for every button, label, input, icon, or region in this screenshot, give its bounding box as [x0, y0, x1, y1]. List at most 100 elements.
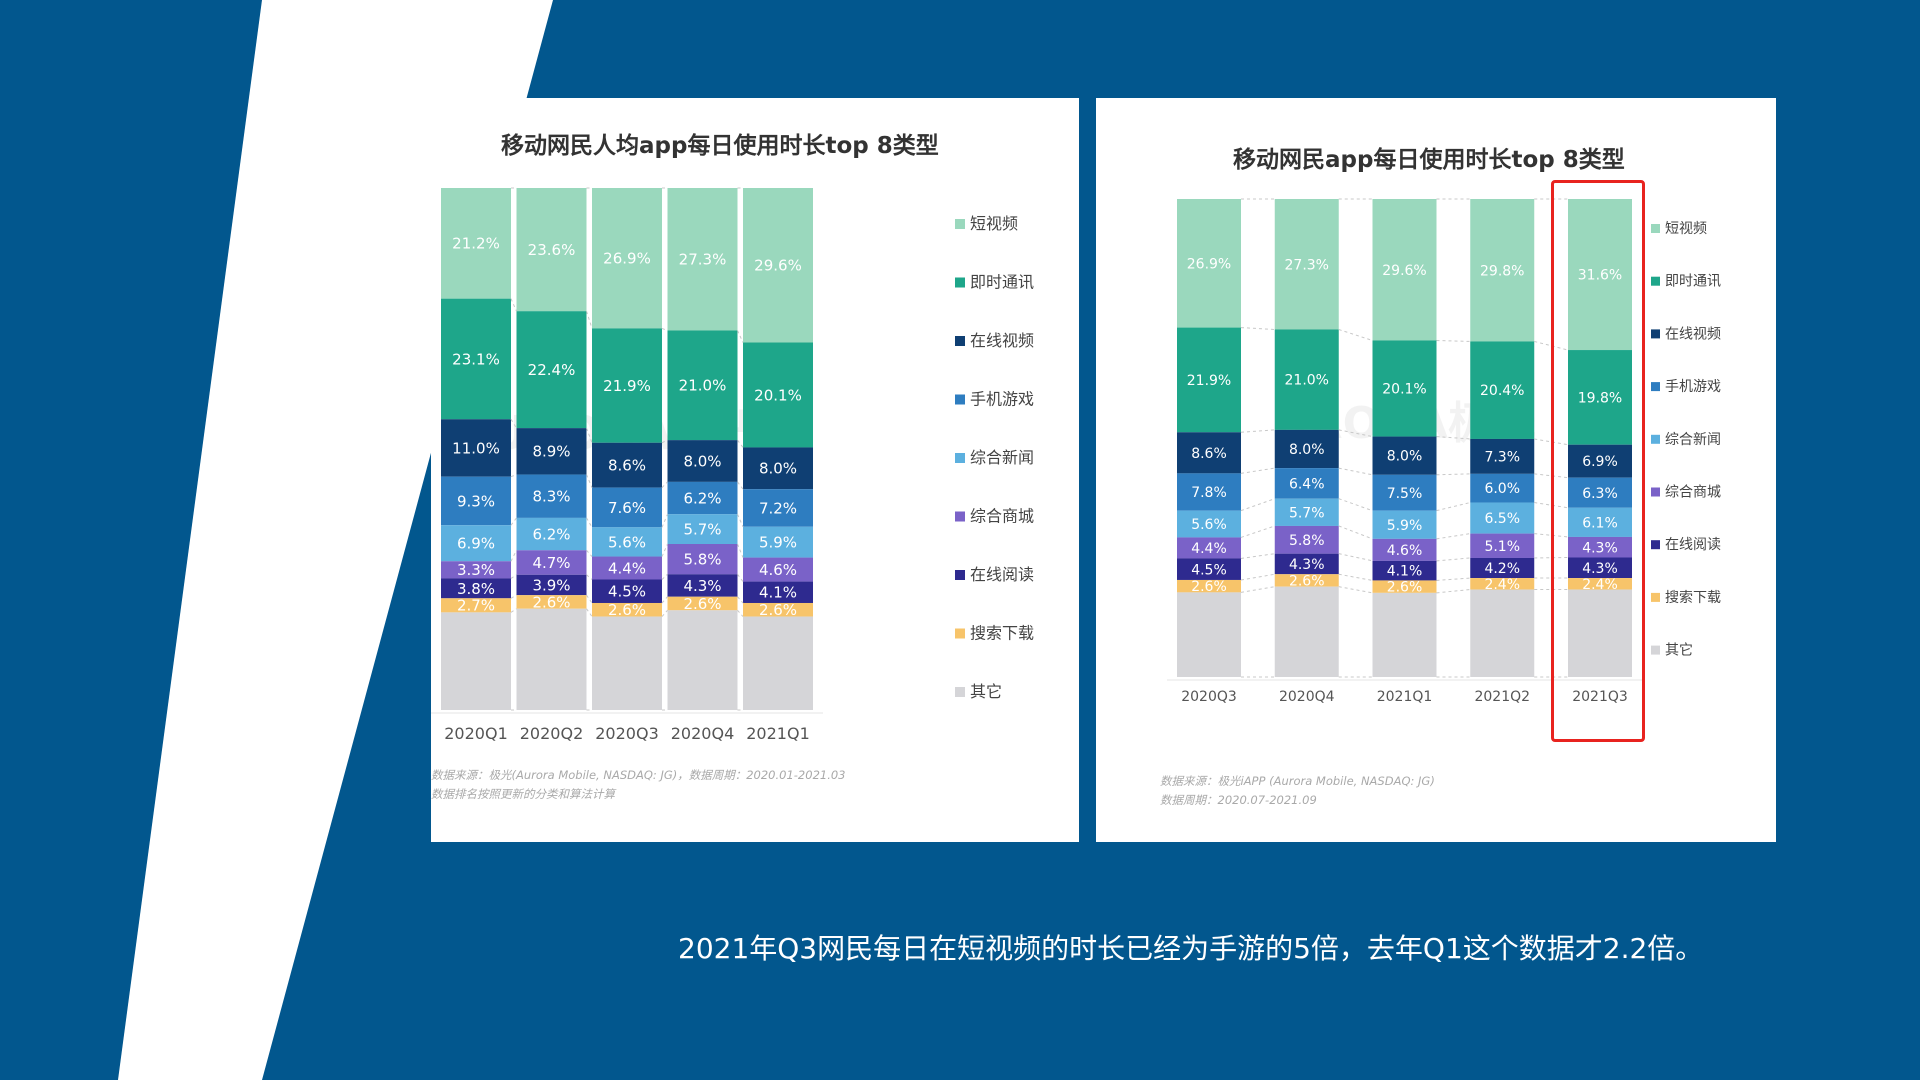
- stacked-bar-chart-left: URORA极光21.2%23.1%11.0%9.3%6.9%3.3%3.8%2.…: [431, 187, 1034, 743]
- legend-label: 在线阅读: [970, 565, 1034, 584]
- legend-swatch: [1651, 487, 1660, 497]
- connector-line: [586, 474, 593, 488]
- data-label: 2.6%: [1387, 580, 1423, 596]
- bar-segment: [667, 574, 738, 597]
- connector-line: [661, 573, 668, 580]
- x-tick-label: 2020Q4: [1279, 689, 1335, 705]
- bar-segment: [1274, 329, 1339, 430]
- connector-line: [1436, 589, 1471, 594]
- legend-label: 综合新闻: [1665, 432, 1721, 448]
- data-label: 2.4%: [1484, 577, 1520, 593]
- bar-segment: [667, 188, 738, 331]
- legend-label: 综合新闻: [970, 448, 1034, 467]
- data-label: 7.8%: [1191, 485, 1227, 501]
- connector-line: [510, 574, 517, 579]
- bar-segment: [1372, 580, 1437, 593]
- bar-segment: [743, 581, 813, 603]
- data-label: 7.2%: [759, 499, 797, 517]
- connector-line: [1436, 533, 1471, 540]
- bar-segment: [1274, 498, 1339, 526]
- x-tick-label: 2021Q3: [1572, 689, 1628, 705]
- data-label: 2.4%: [1582, 577, 1618, 593]
- bar-segment: [1274, 525, 1339, 554]
- connector-line: [1240, 553, 1275, 559]
- legend-swatch: [955, 511, 965, 522]
- bar-segment: [1470, 533, 1535, 558]
- connector-line: [737, 330, 744, 343]
- bar-segment: [743, 602, 813, 617]
- legend-swatch: [955, 687, 965, 697]
- bar-segment: [1568, 350, 1632, 445]
- connector-line: [737, 609, 744, 617]
- bar-segment: [592, 579, 662, 603]
- bar-segment: [1274, 429, 1339, 469]
- legend-swatch: [1651, 540, 1660, 550]
- legend-label: 手机游戏: [970, 390, 1034, 409]
- data-label: 29.6%: [1382, 263, 1426, 279]
- legend-label: 在线阅读: [1665, 536, 1721, 553]
- bar-segment: [1177, 473, 1241, 511]
- bar-segment: [1568, 507, 1632, 537]
- legend-label: 即时通讯: [970, 273, 1034, 292]
- data-label: 8.3%: [532, 488, 570, 506]
- data-label: 4.5%: [1191, 562, 1227, 578]
- legend-label: 综合商城: [1665, 485, 1721, 501]
- source-line: 数据来源：极光iAPP (Aurora Mobile, NASDAQ: JG): [1160, 774, 1435, 788]
- data-label: 29.8%: [1480, 263, 1524, 279]
- connector-line: [586, 608, 593, 617]
- data-label: 20.1%: [754, 386, 802, 404]
- legend-swatch: [955, 336, 965, 346]
- x-tick-label: 2020Q2: [520, 724, 584, 743]
- bar-segment: [667, 596, 738, 611]
- bar-segment: [516, 311, 587, 429]
- connector-line: [586, 549, 593, 557]
- bar-segment: [441, 419, 511, 477]
- connector-line: [661, 514, 668, 528]
- legend-label: 其它: [970, 682, 1002, 701]
- bar-segment: [743, 616, 813, 710]
- connector-line: [586, 427, 593, 443]
- chart-title-right: 移动网民app每日使用时长top 8类型: [1233, 147, 1625, 173]
- bar-segment: [1177, 558, 1241, 580]
- bar-segment: [1470, 557, 1535, 579]
- connector-line: [1240, 429, 1275, 433]
- bar-segment: [1470, 199, 1535, 342]
- data-label: 3.3%: [457, 561, 495, 579]
- connector-line: [1240, 327, 1275, 330]
- chart-title-left: 移动网民人均app每日使用时长top 8类型: [501, 133, 939, 159]
- data-label: 4.4%: [608, 559, 646, 577]
- legend-swatch: [1651, 224, 1660, 233]
- bar-segment: [1372, 436, 1437, 475]
- bar-segment: [592, 616, 662, 710]
- x-tick-label: 2021Q2: [1474, 689, 1530, 705]
- bar-segment: [743, 188, 813, 343]
- legend-label: 在线视频: [1665, 326, 1721, 342]
- bar-segment: [1372, 340, 1437, 437]
- connector-line: [737, 439, 744, 448]
- data-label: 21.2%: [452, 235, 500, 253]
- connector-line: [1436, 577, 1471, 581]
- legend-swatch: [1651, 434, 1660, 444]
- data-label: 5.9%: [1387, 518, 1423, 534]
- bar-segment: [516, 608, 587, 710]
- data-label: 9.3%: [457, 492, 495, 510]
- connector-line: [586, 574, 593, 580]
- bar-segment: [743, 526, 813, 558]
- connector-line: [737, 596, 744, 604]
- data-label: 4.3%: [1582, 561, 1618, 577]
- legend-swatch: [1651, 276, 1660, 286]
- data-label: 21.0%: [679, 377, 727, 395]
- bar-segment: [1568, 557, 1632, 579]
- data-label: 7.5%: [1387, 486, 1423, 502]
- data-label: 27.3%: [679, 251, 727, 269]
- legend-swatch: [955, 628, 965, 639]
- x-tick-label: 2020Q3: [1181, 689, 1237, 705]
- bar-segment: [667, 481, 738, 515]
- connector-line: [510, 517, 517, 526]
- bar-segment: [1568, 536, 1632, 558]
- source-line: 数据来源：极光(Aurora Mobile, NASDAQ: JG)，数据周期：…: [431, 768, 846, 782]
- bar-segment: [1177, 327, 1241, 433]
- data-label: 8.6%: [1191, 446, 1227, 462]
- connector-line: [1436, 473, 1471, 476]
